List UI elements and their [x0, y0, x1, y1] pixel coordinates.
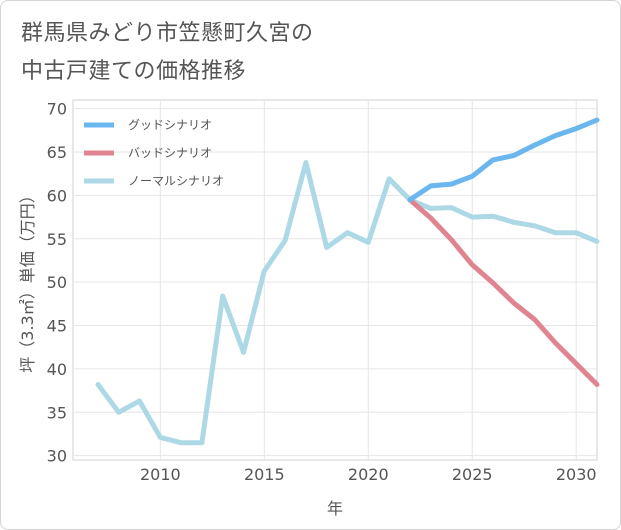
- plot-border: [72, 99, 598, 461]
- y-tick-label: 55: [47, 230, 67, 249]
- x-tick-label: 2010: [140, 465, 181, 484]
- x-axis-label: 年: [327, 499, 343, 518]
- y-tick-label: 50: [47, 273, 67, 292]
- series-lines: [95, 117, 600, 446]
- x-tick-label: 2015: [244, 465, 285, 484]
- x-tick-label: 2025: [452, 465, 493, 484]
- y-axis-tick-labels: 30 35 40 45 50 55 60 65 70: [47, 100, 67, 466]
- series-line: [95, 160, 600, 446]
- x-axis-tick-labels: 2010 2015 2020 2025 2030: [140, 465, 597, 484]
- grid-lines: [72, 99, 598, 461]
- series-line: [407, 197, 600, 387]
- y-axis-label: 坪（3.3㎡）単価（万円）: [18, 187, 37, 372]
- y-tick-label: 65: [47, 143, 67, 162]
- x-tick-label: 2020: [348, 465, 389, 484]
- y-tick-label: 60: [47, 186, 67, 205]
- series-line: [407, 117, 600, 203]
- y-tick-label: 40: [47, 360, 67, 379]
- y-tick-label: 30: [47, 447, 67, 466]
- legend-label: ノーマルシナリオ: [128, 174, 224, 188]
- y-tick-label: 70: [47, 100, 67, 119]
- legend-label: グッドシナリオ: [128, 118, 212, 132]
- y-tick-label: 35: [47, 403, 67, 422]
- y-tick-label: 45: [47, 317, 67, 336]
- legend-label: バッドシナリオ: [128, 146, 212, 160]
- chart-title: 群馬県みどり市笠懸町久宮の 中古戸建ての価格推移: [21, 21, 314, 84]
- x-tick-label: 2030: [556, 465, 597, 484]
